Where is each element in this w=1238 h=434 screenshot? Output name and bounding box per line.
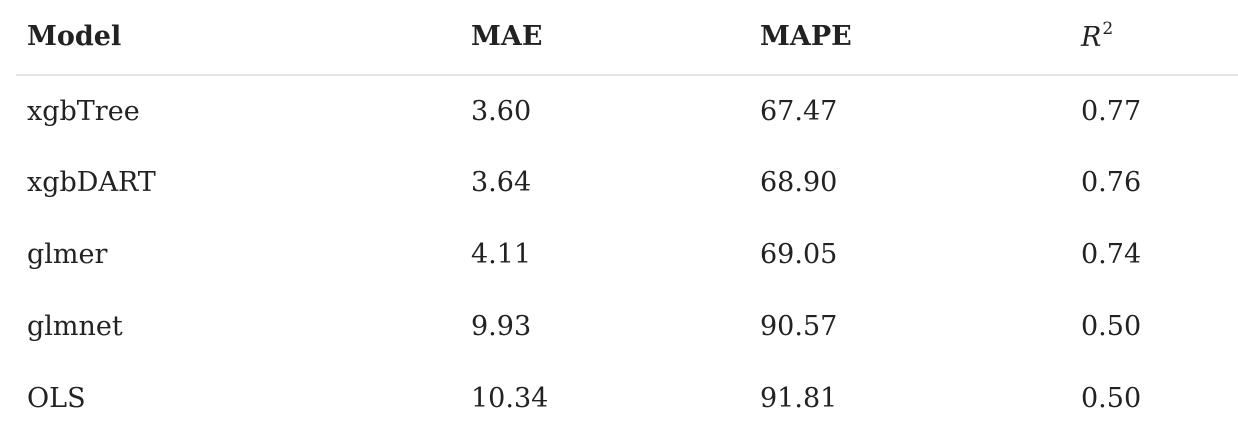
table-row: glmnet 9.93 90.57 0.50: [16, 290, 1238, 362]
cell-r-squared: 0.77: [1081, 95, 1142, 127]
header-r-squared-base: R: [1081, 22, 1102, 53]
cell-model: xgbTree: [27, 95, 140, 127]
cell-r-squared: 0.50: [1081, 310, 1142, 342]
table-row: xgbDART 3.64 68.90 0.76: [16, 146, 1238, 218]
cell-r-squared: 0.76: [1081, 166, 1142, 198]
table-row: xgbTree 3.60 67.47 0.77: [16, 75, 1238, 146]
cell-model: glmer: [27, 238, 108, 270]
cell-r-squared: 0.50: [1081, 382, 1142, 414]
cell-mae: 4.11: [471, 238, 532, 270]
cell-mae: 10.34: [471, 382, 549, 414]
cell-mape: 90.57: [760, 310, 838, 342]
cell-model: OLS: [27, 382, 86, 414]
cell-mape: 91.81: [760, 382, 838, 414]
table-header: Model MAE MAPE R2: [16, 0, 1238, 76]
cell-mape: 69.05: [760, 238, 838, 270]
cell-mape: 68.90: [760, 166, 838, 198]
cell-model: glmnet: [27, 310, 123, 342]
header-r-squared-exponent: 2: [1102, 19, 1114, 39]
header-model: Model: [16, 0, 460, 76]
header-mae: MAE: [460, 0, 749, 76]
table-row: glmer 4.11 69.05 0.74: [16, 218, 1238, 290]
header-r-squared: R2: [1070, 0, 1238, 76]
cell-mae: 9.93: [471, 310, 532, 342]
cell-mape: 67.47: [760, 95, 838, 127]
table-row: OLS 10.34 91.81 0.50: [16, 362, 1238, 434]
cell-model: xgbDART: [27, 166, 156, 198]
table-body: xgbTree 3.60 67.47 0.77 xgbDART 3.64 68.…: [16, 75, 1238, 434]
header-mape: MAPE: [749, 0, 1070, 76]
cell-mae: 3.64: [471, 166, 532, 198]
cell-mae: 3.60: [471, 95, 532, 127]
model-results-table: Model MAE MAPE R2 xgbTree 3.60 67.47 0.7…: [16, 0, 1238, 434]
cell-r-squared: 0.74: [1081, 238, 1142, 270]
header-row: Model MAE MAPE R2: [16, 0, 1238, 76]
